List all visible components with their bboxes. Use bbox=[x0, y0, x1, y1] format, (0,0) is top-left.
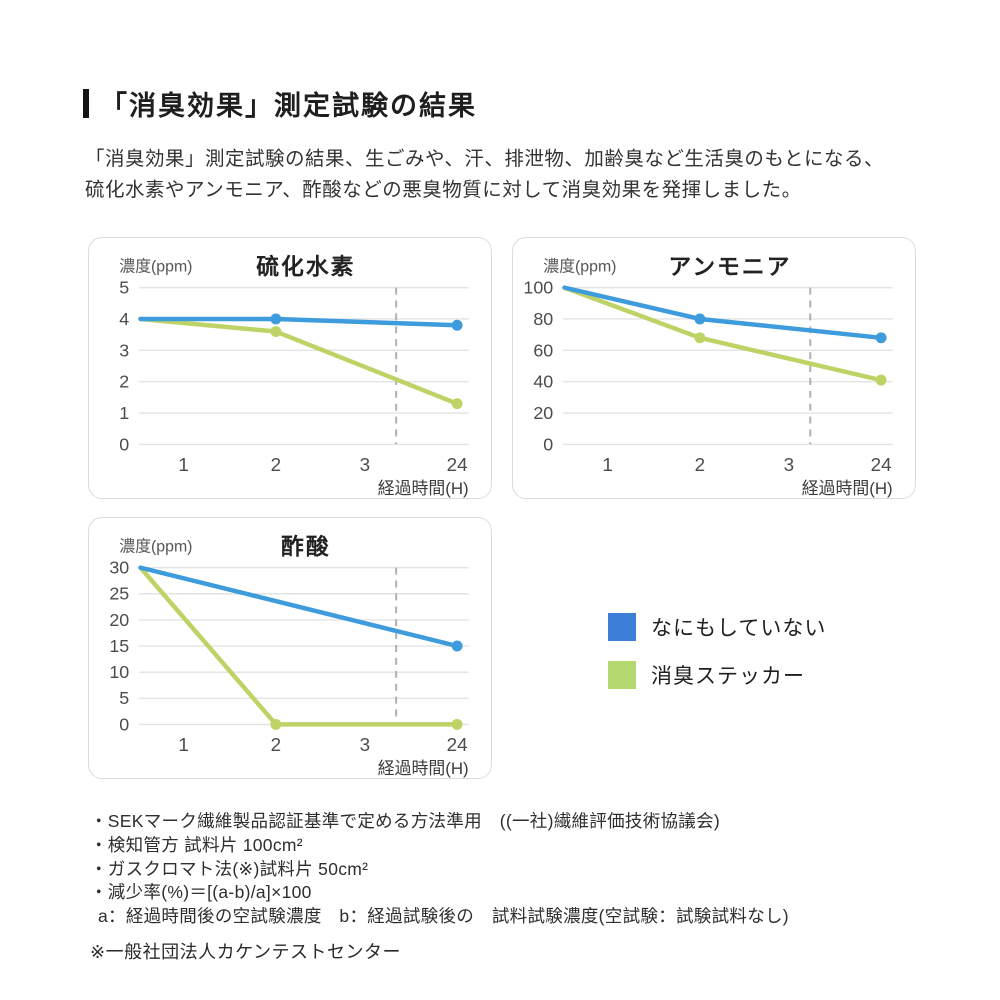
svg-text:濃度(ppm): 濃度(ppm) bbox=[119, 538, 192, 556]
svg-text:1: 1 bbox=[178, 734, 188, 755]
svg-text:2: 2 bbox=[119, 372, 129, 392]
title-accent-bar bbox=[83, 89, 89, 118]
svg-text:20: 20 bbox=[109, 610, 129, 630]
page-title: 「消臭効果」測定試験の結果 bbox=[100, 91, 477, 121]
legend-label-deodorant-sticker: 消臭ステッカー bbox=[651, 665, 805, 688]
svg-text:硫化水素: 硫化水素 bbox=[256, 254, 355, 280]
svg-text:アンモニア: アンモニア bbox=[668, 254, 791, 280]
svg-text:24: 24 bbox=[871, 454, 892, 475]
footnote-method: ・SEKマーク繊維製品認証基準で定める方法準用 ((一社)繊維評価技術協議会) bbox=[90, 811, 721, 831]
svg-text:1: 1 bbox=[119, 403, 129, 423]
description: 「消臭効果」測定試験の結果、生ごみや、汗、排泄物、加齢臭など生活臭のもとになる、… bbox=[85, 144, 884, 206]
svg-text:25: 25 bbox=[109, 584, 129, 604]
svg-text:24: 24 bbox=[447, 734, 468, 755]
footnote-detector-tube: ・検知管方 試料片 100cm² bbox=[90, 834, 303, 855]
svg-text:5: 5 bbox=[119, 688, 129, 708]
svg-text:3: 3 bbox=[360, 454, 370, 475]
svg-text:20: 20 bbox=[533, 403, 553, 423]
header: 「消臭効果」測定試験の結果 bbox=[83, 84, 477, 123]
legend-swatch-green bbox=[608, 661, 636, 689]
footnote-gas-chromatography: ・ガスクロマト法(※)試料片 50cm² bbox=[90, 858, 369, 879]
svg-text:3: 3 bbox=[784, 454, 794, 475]
svg-text:酢酸: 酢酸 bbox=[281, 534, 331, 560]
svg-text:経過時間(H): 経過時間(H) bbox=[378, 759, 469, 778]
svg-text:0: 0 bbox=[543, 434, 553, 454]
description-line-1: 「消臭効果」測定試験の結果、生ごみや、汗、排泄物、加齢臭など生活臭のもとになる、 bbox=[85, 148, 885, 170]
svg-text:10: 10 bbox=[109, 662, 129, 682]
chart-acetic-acid: 0 5 10 15 20 25 30 1 2 3 24 経過時間(H) 濃度(ppm) 酢酸 bbox=[88, 517, 492, 779]
svg-text:経過時間(H): 経過時間(H) bbox=[378, 479, 469, 498]
svg-text:2: 2 bbox=[695, 454, 705, 475]
svg-text:80: 80 bbox=[533, 309, 553, 329]
chart-legend: なにもしていない 消臭ステッカー bbox=[608, 612, 826, 708]
footnote-formula-variables: a：経過時間後の空試験濃度 b：経過試験後の 試料試験濃度(空試験：試験試料なし… bbox=[98, 906, 789, 927]
legend-swatch-blue bbox=[608, 613, 636, 641]
svg-text:濃度(ppm): 濃度(ppm) bbox=[119, 258, 192, 276]
svg-text:1: 1 bbox=[602, 454, 612, 475]
svg-text:0: 0 bbox=[119, 714, 129, 734]
chart-hydrogen-sulfide: 0 1 2 3 4 5 1 2 3 24 経過時間(H) 濃度(ppm) 硫化水素 bbox=[88, 237, 492, 499]
svg-text:3: 3 bbox=[360, 734, 370, 755]
footnotes: ・SEKマーク繊維製品認証基準で定める方法準用 ((一社)繊維評価技術協議会) … bbox=[90, 810, 789, 929]
svg-text:5: 5 bbox=[119, 278, 129, 298]
svg-text:濃度(ppm): 濃度(ppm) bbox=[543, 258, 616, 276]
description-line-2: 硫化水素やアンモニア、酢酸などの悪臭物質に対して消臭効果を発揮しました。 bbox=[85, 179, 802, 201]
svg-text:0: 0 bbox=[119, 434, 129, 454]
legend-item-untreated: なにもしていない bbox=[608, 612, 826, 642]
footnote-reduction-formula: ・減少率(%)＝[(a-b)/a]×100 bbox=[90, 882, 312, 903]
svg-text:2: 2 bbox=[271, 454, 281, 475]
svg-text:経過時間(H): 経過時間(H) bbox=[802, 479, 893, 498]
chart-ammonia: 0 20 40 60 80 100 1 2 3 24 経過時間(H) 濃度(ppm) アンモニア bbox=[512, 237, 916, 499]
svg-text:40: 40 bbox=[533, 372, 553, 392]
svg-text:30: 30 bbox=[109, 558, 129, 578]
svg-text:100: 100 bbox=[523, 278, 553, 298]
svg-text:15: 15 bbox=[109, 636, 129, 656]
svg-text:2: 2 bbox=[271, 734, 281, 755]
test-center-note: ※一般社団法人カケンテストセンター bbox=[90, 942, 402, 962]
legend-item-deodorant-sticker: 消臭ステッカー bbox=[608, 660, 826, 690]
legend-label-untreated: なにもしていない bbox=[651, 617, 827, 640]
svg-text:4: 4 bbox=[119, 309, 129, 329]
svg-text:24: 24 bbox=[447, 454, 468, 475]
svg-text:1: 1 bbox=[178, 454, 188, 475]
svg-text:60: 60 bbox=[533, 340, 553, 360]
svg-text:3: 3 bbox=[119, 340, 129, 360]
